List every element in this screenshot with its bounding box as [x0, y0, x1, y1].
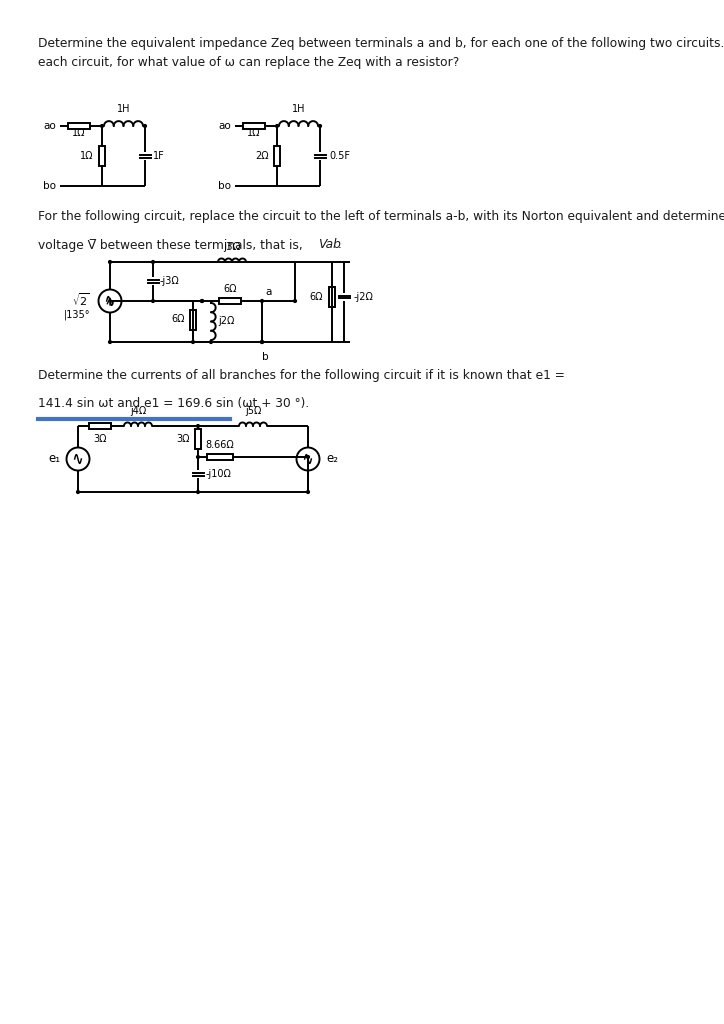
- Text: 6Ω: 6Ω: [309, 292, 323, 302]
- Circle shape: [151, 260, 154, 263]
- Text: 1Ω: 1Ω: [72, 128, 85, 138]
- Bar: [89, 423, 111, 429]
- Circle shape: [210, 341, 212, 343]
- Circle shape: [101, 125, 104, 127]
- Circle shape: [143, 125, 146, 127]
- Bar: [195, 429, 201, 449]
- Circle shape: [276, 125, 279, 127]
- Text: |135°: |135°: [64, 310, 90, 321]
- Text: -j10Ω: -j10Ω: [206, 469, 232, 479]
- Bar: [274, 146, 279, 166]
- Text: 1H: 1H: [292, 104, 306, 115]
- Circle shape: [109, 341, 111, 343]
- Text: 1Ω: 1Ω: [80, 151, 93, 161]
- Bar: [190, 309, 195, 330]
- Text: 6Ω: 6Ω: [172, 314, 185, 325]
- Text: 6Ω: 6Ω: [223, 284, 237, 294]
- Circle shape: [197, 456, 199, 459]
- Text: bo: bo: [43, 181, 56, 191]
- Text: $\sqrt{2}$: $\sqrt{2}$: [72, 292, 90, 308]
- Circle shape: [201, 300, 203, 302]
- Circle shape: [197, 425, 199, 427]
- Circle shape: [261, 341, 264, 343]
- Text: -j2Ω: -j2Ω: [354, 292, 374, 302]
- Text: Determine the equivalent impedance Zeq between terminals a and b, for each one o: Determine the equivalent impedance Zeq b…: [38, 37, 724, 69]
- Circle shape: [261, 300, 264, 302]
- Text: 1F: 1F: [153, 151, 165, 161]
- Circle shape: [294, 300, 296, 302]
- Text: ao: ao: [43, 121, 56, 131]
- Circle shape: [201, 300, 203, 302]
- Circle shape: [77, 490, 80, 494]
- Text: For the following circuit, replace the circuit to the left of terminals a-b, wit: For the following circuit, replace the c…: [38, 210, 724, 223]
- Text: voltage V̅ between these terminals, that is,: voltage V̅ between these terminals, that…: [38, 239, 307, 252]
- Text: j3Ω: j3Ω: [223, 242, 241, 252]
- Bar: [329, 287, 334, 307]
- Circle shape: [319, 125, 321, 127]
- Text: 3Ω: 3Ω: [93, 434, 106, 444]
- Text: -j3Ω: -j3Ω: [160, 275, 180, 286]
- Circle shape: [306, 490, 309, 494]
- Text: j4Ω: j4Ω: [130, 406, 146, 416]
- Circle shape: [192, 341, 195, 343]
- Text: bo: bo: [218, 181, 231, 191]
- Bar: [219, 298, 241, 304]
- Text: Vab: Vab: [318, 239, 341, 252]
- Text: j2Ω: j2Ω: [218, 316, 235, 327]
- Text: ao: ao: [218, 121, 231, 131]
- Text: 0.5F: 0.5F: [329, 151, 350, 161]
- Text: 8.66Ω: 8.66Ω: [206, 440, 235, 450]
- Text: a: a: [265, 287, 272, 297]
- Text: Determine the currents of all branches for the following circuit if it is known : Determine the currents of all branches f…: [38, 369, 565, 382]
- Text: e₁: e₁: [48, 453, 60, 466]
- Circle shape: [306, 456, 309, 459]
- Bar: [207, 455, 233, 460]
- Text: b: b: [261, 352, 269, 362]
- Circle shape: [109, 260, 111, 263]
- Bar: [99, 146, 105, 166]
- Text: j5Ω: j5Ω: [245, 406, 261, 416]
- Text: e₂: e₂: [326, 453, 338, 466]
- Circle shape: [151, 300, 154, 302]
- Circle shape: [261, 341, 264, 343]
- Text: 1Ω: 1Ω: [248, 128, 261, 138]
- Circle shape: [197, 490, 199, 494]
- Text: 1H: 1H: [117, 104, 130, 115]
- Text: 2Ω: 2Ω: [255, 151, 269, 161]
- Bar: [243, 123, 265, 129]
- Text: .: .: [338, 239, 342, 252]
- Bar: [68, 123, 90, 129]
- Text: 3Ω: 3Ω: [176, 434, 190, 444]
- Text: 141.4 sin ωt and e1 = 169.6 sin (ωt + 30 °).: 141.4 sin ωt and e1 = 169.6 sin (ωt + 30…: [38, 397, 309, 411]
